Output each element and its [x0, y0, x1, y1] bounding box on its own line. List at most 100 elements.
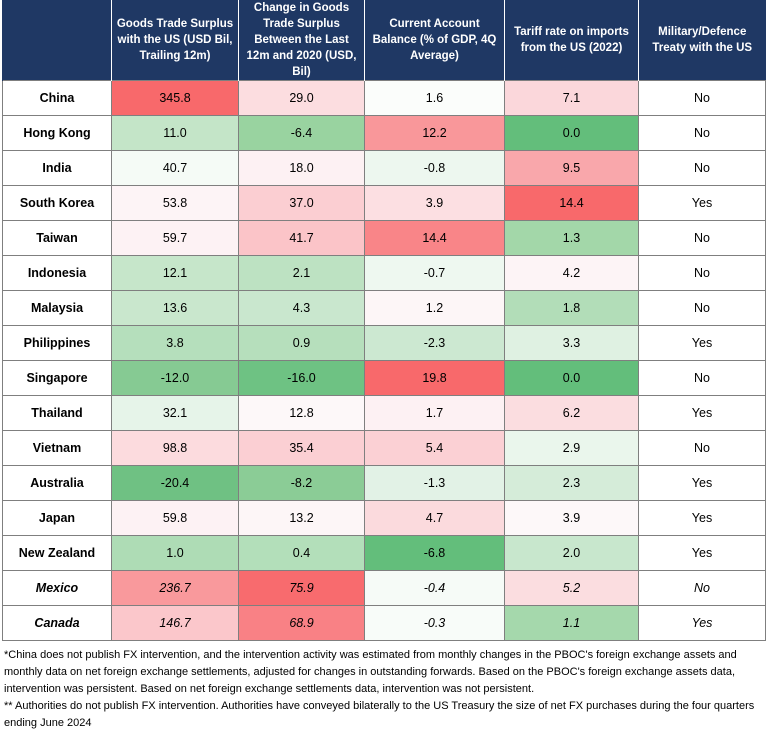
country-cell: Japan — [2, 500, 112, 536]
goods-surplus-cell: 32.1 — [111, 395, 239, 431]
surplus-change-cell: 0.9 — [238, 325, 365, 361]
tariff-rate-cell: 2.9 — [504, 430, 639, 466]
table-row: Canada 146.7 68.9 -0.3 1.1 Yes — [2, 605, 766, 641]
current-account-cell: 1.7 — [364, 395, 505, 431]
country-cell: Canada — [2, 605, 112, 641]
current-account-cell: -6.8 — [364, 535, 505, 571]
tariff-rate-cell: 0.0 — [504, 360, 639, 396]
treaty-cell: Yes — [638, 500, 766, 536]
table-row: Philippines 3.8 0.9 -2.3 3.3 Yes — [2, 325, 766, 361]
current-account-cell: -0.3 — [364, 605, 505, 641]
table-row: Singapore -12.0 -16.0 19.8 0.0 No — [2, 360, 766, 396]
header-change-in-surplus: Change in Goods Trade Surplus Between th… — [238, 0, 365, 81]
table-body: China 345.8 29.0 1.6 7.1 No Hong Kong 11.0 -6.4 1… — [2, 80, 766, 641]
treaty-cell: No — [638, 430, 766, 466]
goods-surplus-cell: 345.8 — [111, 80, 239, 116]
surplus-change-cell: 2.1 — [238, 255, 365, 291]
country-cell: Australia — [2, 465, 112, 501]
current-account-cell: 1.2 — [364, 290, 505, 326]
header-row: Goods Trade Surplus with the US (USD Bil… — [2, 0, 766, 81]
table-row: South Korea 53.8 37.0 3.9 14.4 Yes — [2, 185, 766, 221]
tariff-rate-cell: 1.3 — [504, 220, 639, 256]
trade-surplus-table: Goods Trade Surplus with the US (USD Bil… — [2, 0, 766, 641]
surplus-change-cell: 12.8 — [238, 395, 365, 431]
goods-surplus-cell: 40.7 — [111, 150, 239, 186]
header-country — [2, 0, 112, 81]
goods-surplus-cell: 59.8 — [111, 500, 239, 536]
treaty-cell: No — [638, 570, 766, 606]
table-row: China 345.8 29.0 1.6 7.1 No — [2, 80, 766, 116]
country-cell: Indonesia — [2, 255, 112, 291]
table-row: Thailand 32.1 12.8 1.7 6.2 Yes — [2, 395, 766, 431]
tariff-rate-cell: 14.4 — [504, 185, 639, 221]
treaty-cell: Yes — [638, 605, 766, 641]
treaty-cell: Yes — [638, 465, 766, 501]
treaty-cell: No — [638, 360, 766, 396]
surplus-change-cell: -8.2 — [238, 465, 365, 501]
table-row: New Zealand 1.0 0.4 -6.8 2.0 Yes — [2, 535, 766, 571]
country-cell: Malaysia — [2, 290, 112, 326]
table-row: Taiwan 59.7 41.7 14.4 1.3 No — [2, 220, 766, 256]
tariff-rate-cell: 3.3 — [504, 325, 639, 361]
treaty-cell: No — [638, 255, 766, 291]
header-goods-trade-surplus: Goods Trade Surplus with the US (USD Bil… — [111, 0, 239, 81]
tariff-rate-cell: 1.1 — [504, 605, 639, 641]
current-account-cell: 12.2 — [364, 115, 505, 151]
goods-surplus-cell: 53.8 — [111, 185, 239, 221]
tariff-rate-cell: 2.3 — [504, 465, 639, 501]
treaty-cell: No — [638, 150, 766, 186]
table-row: Hong Kong 11.0 -6.4 12.2 0.0 No — [2, 115, 766, 151]
table-row: Indonesia 12.1 2.1 -0.7 4.2 No — [2, 255, 766, 291]
current-account-cell: 3.9 — [364, 185, 505, 221]
current-account-cell: 19.8 — [364, 360, 505, 396]
tariff-rate-cell: 1.8 — [504, 290, 639, 326]
country-cell: Taiwan — [2, 220, 112, 256]
tariff-rate-cell: 0.0 — [504, 115, 639, 151]
treaty-cell: Yes — [638, 325, 766, 361]
current-account-cell: 14.4 — [364, 220, 505, 256]
treaty-cell: No — [638, 220, 766, 256]
surplus-change-cell: 0.4 — [238, 535, 365, 571]
current-account-cell: 1.6 — [364, 80, 505, 116]
tariff-rate-cell: 3.9 — [504, 500, 639, 536]
treaty-cell: No — [638, 115, 766, 151]
country-cell: South Korea — [2, 185, 112, 221]
current-account-cell: -1.3 — [364, 465, 505, 501]
goods-surplus-cell: 146.7 — [111, 605, 239, 641]
surplus-change-cell: 18.0 — [238, 150, 365, 186]
header-current-account: Current Account Balance (% of GDP, 4Q Av… — [364, 0, 505, 81]
table-row: Mexico 236.7 75.9 -0.4 5.2 No — [2, 570, 766, 606]
goods-surplus-cell: 98.8 — [111, 430, 239, 466]
country-cell: Thailand — [2, 395, 112, 431]
current-account-cell: -0.8 — [364, 150, 505, 186]
table-row: Malaysia 13.6 4.3 1.2 1.8 No — [2, 290, 766, 326]
table-row: India 40.7 18.0 -0.8 9.5 No — [2, 150, 766, 186]
surplus-change-cell: 37.0 — [238, 185, 365, 221]
tariff-rate-cell: 5.2 — [504, 570, 639, 606]
current-account-cell: 4.7 — [364, 500, 505, 536]
goods-surplus-cell: -20.4 — [111, 465, 239, 501]
tariff-rate-cell: 6.2 — [504, 395, 639, 431]
surplus-change-cell: 35.4 — [238, 430, 365, 466]
goods-surplus-cell: -12.0 — [111, 360, 239, 396]
surplus-change-cell: 75.9 — [238, 570, 365, 606]
country-cell: Hong Kong — [2, 115, 112, 151]
surplus-change-cell: 13.2 — [238, 500, 365, 536]
tariff-rate-cell: 9.5 — [504, 150, 639, 186]
treaty-cell: Yes — [638, 535, 766, 571]
header-tariff-rate: Tariff rate on imports from the US (2022… — [504, 0, 639, 81]
footnotes: *China does not publish FX intervention,… — [2, 641, 765, 732]
current-account-cell: 5.4 — [364, 430, 505, 466]
table-header: Goods Trade Surplus with the US (USD Bil… — [2, 0, 766, 81]
country-cell: Philippines — [2, 325, 112, 361]
treaty-cell: Yes — [638, 395, 766, 431]
surplus-change-cell: 68.9 — [238, 605, 365, 641]
table-row: Japan 59.8 13.2 4.7 3.9 Yes — [2, 500, 766, 536]
goods-surplus-cell: 3.8 — [111, 325, 239, 361]
treaty-cell: No — [638, 290, 766, 326]
surplus-change-cell: 29.0 — [238, 80, 365, 116]
country-cell: Vietnam — [2, 430, 112, 466]
header-military-treaty: Military/Defence Treaty with the US — [638, 0, 766, 81]
surplus-change-cell: -6.4 — [238, 115, 365, 151]
